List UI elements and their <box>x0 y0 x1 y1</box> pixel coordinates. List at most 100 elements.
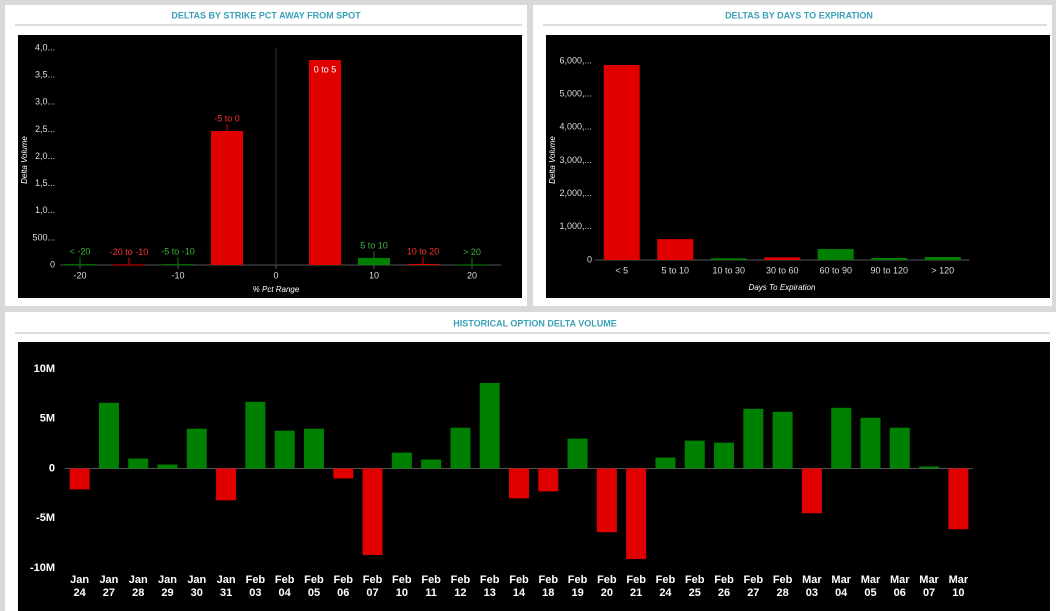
chart-title: DELTAS BY STRIKE PCT AWAY FROM SPOT <box>171 10 361 20</box>
chart-title: HISTORICAL OPTION DELTA VOLUME <box>453 318 617 328</box>
bar <box>657 239 694 260</box>
bar <box>509 468 529 499</box>
bar <box>456 264 488 266</box>
x-tick-label: Jan 28 <box>128 574 148 599</box>
bar-label: -5 to -10 <box>161 247 195 257</box>
y-tick-label: 5M <box>40 413 55 425</box>
bar-label: > 20 <box>463 247 481 257</box>
y-axis-label: Delta Volume <box>548 136 557 184</box>
bar <box>450 427 471 469</box>
x-tick-label: Feb 24 <box>655 574 676 599</box>
x-tick-label: Feb 28 <box>772 574 793 599</box>
x-tick-label: Mar 04 <box>831 574 851 599</box>
y-tick-label: 6,000,... <box>559 55 592 65</box>
bar <box>274 430 295 469</box>
x-tick-label: Feb 11 <box>421 574 441 599</box>
x-tick-label: Mar 05 <box>860 574 881 599</box>
bar-label: < -20 <box>70 247 91 257</box>
bar-label: -5 to 0 <box>214 113 240 123</box>
x-tick-label: Feb 25 <box>684 574 705 599</box>
x-tick-label: Jan 30 <box>187 574 207 599</box>
bar <box>216 468 237 501</box>
x-tick-label: Mar 06 <box>889 574 910 599</box>
x-tick-label: Mar 07 <box>919 574 939 599</box>
x-tick-label: 10 to 30 <box>712 265 745 275</box>
bar <box>162 264 194 266</box>
bar <box>714 442 735 469</box>
x-tick-label: Feb 26 <box>714 574 734 599</box>
x-tick-label: Feb 07 <box>362 574 383 599</box>
y-tick-label: 3,5... <box>35 70 55 80</box>
bar <box>801 468 822 514</box>
bar <box>407 263 439 265</box>
bar <box>817 249 854 260</box>
bar <box>64 264 96 266</box>
bar <box>764 257 801 260</box>
bar <box>333 468 354 479</box>
x-tick-label: Feb 12 <box>450 574 471 599</box>
y-tick-label: 1,5... <box>35 178 55 188</box>
x-tick-label: 90 to 120 <box>870 265 908 275</box>
bar <box>391 452 412 469</box>
y-tick-label: 0 <box>50 259 55 269</box>
x-tick-label: Feb 10 <box>392 574 412 599</box>
bar <box>538 468 559 492</box>
x-axis-label: % Pct Range <box>253 285 300 294</box>
bar <box>924 257 961 260</box>
x-tick-label: Feb 27 <box>743 574 764 599</box>
x-tick-label: Feb 21 <box>626 574 646 599</box>
x-tick-label: Mar 03 <box>802 574 822 599</box>
x-axis-label: Days To Expiration <box>749 283 816 292</box>
x-tick-label: -10 <box>171 270 184 280</box>
chart-title: DELTAS BY DAYS TO EXPIRATION <box>725 10 873 20</box>
bar <box>245 401 266 469</box>
x-tick-label: 0 <box>273 270 278 280</box>
bar <box>626 468 647 560</box>
y-tick-label: 4,000,... <box>559 122 592 132</box>
x-tick-label: Feb 13 <box>479 574 500 599</box>
bar <box>113 264 145 266</box>
x-tick-label: > 120 <box>931 265 954 275</box>
bar <box>128 458 149 469</box>
bar <box>889 427 910 469</box>
bar <box>362 468 383 556</box>
x-tick-label: Feb 06 <box>333 574 354 599</box>
y-tick-label: 1,0... <box>35 205 55 215</box>
bar <box>358 257 390 265</box>
bar <box>710 258 747 260</box>
bar <box>831 407 852 469</box>
bar <box>919 466 940 469</box>
x-tick-label: Feb 03 <box>245 574 266 599</box>
plot-background <box>18 342 1050 611</box>
x-tick-label: Feb 05 <box>304 574 324 599</box>
x-tick-label: Jan 31 <box>216 574 236 599</box>
bar <box>157 464 178 469</box>
x-tick-label: Jan 24 <box>70 574 90 599</box>
x-tick-label: Mar 10 <box>948 574 969 599</box>
x-tick-label: 60 to 90 <box>819 265 852 275</box>
y-tick-label: 0 <box>587 254 592 264</box>
bar <box>303 428 324 469</box>
x-tick-label: -20 <box>73 270 86 280</box>
x-tick-label: Jan 27 <box>99 574 119 599</box>
y-tick-label: -5M <box>36 512 55 524</box>
bar <box>860 417 881 469</box>
x-tick-label: Feb 14 <box>509 574 529 599</box>
x-tick-label: Jan 29 <box>158 574 177 599</box>
x-tick-label: Feb 04 <box>274 574 295 599</box>
bar <box>655 457 676 469</box>
x-tick-label: 30 to 60 <box>766 265 799 275</box>
bar <box>211 131 243 265</box>
y-tick-label: 1,000,... <box>559 221 592 231</box>
y-tick-label: -10M <box>30 562 55 574</box>
x-tick-label: < 5 <box>615 265 628 275</box>
bar <box>567 438 588 469</box>
x-tick-label: 10 <box>369 270 379 280</box>
bar <box>871 258 908 260</box>
x-tick-label: Feb 19 <box>567 574 588 599</box>
x-tick-label: Feb 18 <box>538 574 559 599</box>
bar <box>69 468 90 490</box>
x-tick-label: Feb 20 <box>597 574 617 599</box>
